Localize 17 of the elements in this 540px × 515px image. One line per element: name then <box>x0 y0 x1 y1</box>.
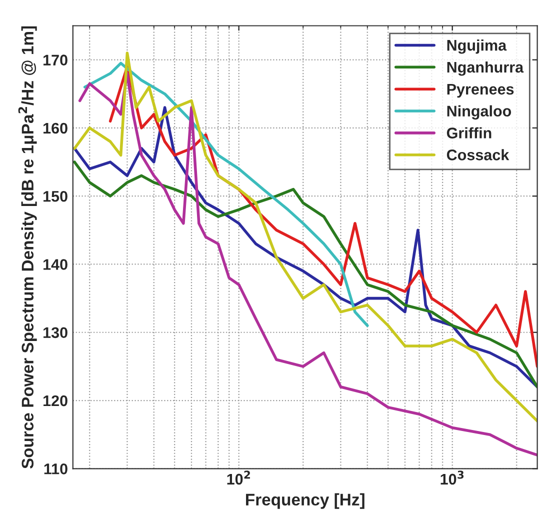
y-tick-label: 130 <box>44 327 68 338</box>
y-tick-label: 150 <box>44 190 68 202</box>
legend-label: Ngujima <box>447 40 507 54</box>
y-tick-label: 110 <box>44 464 68 474</box>
y-tick-label: 170 <box>44 54 68 66</box>
x-tick-label: 10$^{2}$ <box>227 470 250 485</box>
x-tick-label: 10$^{3}$ <box>440 470 464 485</box>
legend-label: Cossack <box>446 149 510 160</box>
y-tick-label: 140 <box>44 259 68 270</box>
legend-label: Pyrenees <box>447 84 514 98</box>
legend-label: Griffin <box>446 127 492 138</box>
legend-label: Ningaloo <box>447 105 512 120</box>
y-tick-label: 160 <box>44 122 68 134</box>
y-tick-label: 120 <box>44 395 68 406</box>
y-axis-title: Source Power Spectrum Density [dB re 1μPa$^{2}$/Hz @ 1m] <box>18 26 37 469</box>
x-axis-title: Frequency [Hz] <box>246 493 364 509</box>
legend-label: Nganhurra <box>447 61 524 76</box>
